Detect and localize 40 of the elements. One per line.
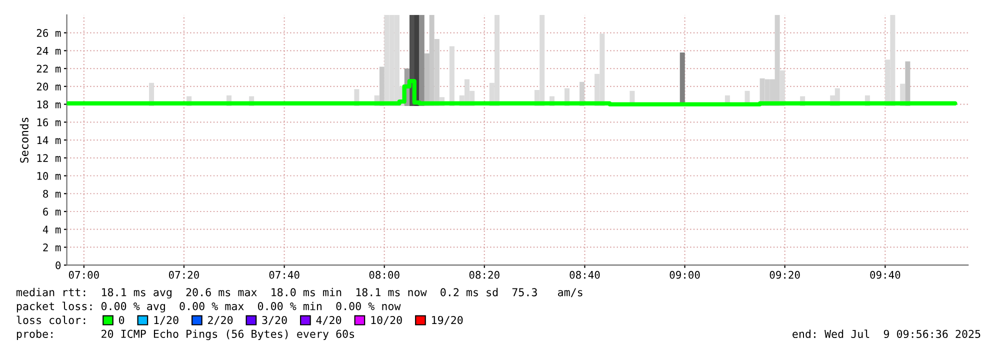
y-tick-label: 0	[56, 261, 61, 270]
y-tick-label: 14 m	[37, 136, 61, 144]
legend-label: 10/20	[371, 316, 402, 325]
text: median rtt: 18.1 ms avg 20.6 ms max 18.0 ms min 18.1 ms now 0.2 ms sd 75.3 am/s	[16, 288, 582, 298]
x-tick-label: 09:40	[870, 270, 900, 279]
x-tick-label: 07:20	[168, 270, 199, 279]
x-tick-label: 08:00	[369, 270, 400, 279]
legend-label: 1/20	[154, 316, 178, 325]
y-tick-label: 10 m	[37, 172, 61, 180]
y-tick-label: 12 m	[37, 154, 61, 162]
y-tick-label: 22 m	[36, 64, 61, 73]
legend-label: 2/20	[208, 316, 233, 325]
y-axis-title: Seconds	[20, 118, 28, 163]
y-tick-label: 6 m	[43, 208, 61, 216]
bar	[449, 46, 454, 106]
bar	[379, 66, 384, 106]
x-tick-label: 07:40	[269, 270, 300, 279]
text: end: Wed Jul 9 09:56:36 2025	[792, 330, 980, 338]
legend-title: loss color:	[16, 316, 86, 324]
y-tick-label: 4 m	[42, 226, 61, 234]
text: packet loss: 0.00 % avg 0.00 % max 0.00 % min 0.00 % now	[16, 302, 401, 312]
x-tick-label: 08:40	[570, 270, 600, 279]
text: probe: 20 ICMP Echo Pings (56 Bytes) every 60s	[16, 330, 354, 340]
y-tick-label: 18 m	[37, 100, 61, 108]
x-tick-label: 08:20	[469, 270, 500, 279]
y-tick-label: 16 m	[37, 118, 61, 126]
bar	[419, 14, 424, 106]
y-tick-label: 2 m	[43, 243, 61, 252]
x-tick-label: 09:00	[670, 270, 700, 279]
bar	[905, 61, 910, 106]
legend-label: 0	[118, 316, 124, 324]
legend-label: 3/20	[262, 316, 287, 325]
y-tick-label: 8 m	[43, 190, 61, 198]
y-tick-label: 20 m	[36, 82, 61, 91]
y-tick-label: 26 m	[36, 29, 61, 37]
x-tick-label: 09:20	[770, 270, 800, 279]
legend-label: 4/20	[316, 316, 342, 325]
x-tick-label: 07:00	[68, 270, 99, 279]
y-tick-label: 24 m	[36, 46, 61, 55]
legend-label: 19/20	[432, 316, 463, 325]
